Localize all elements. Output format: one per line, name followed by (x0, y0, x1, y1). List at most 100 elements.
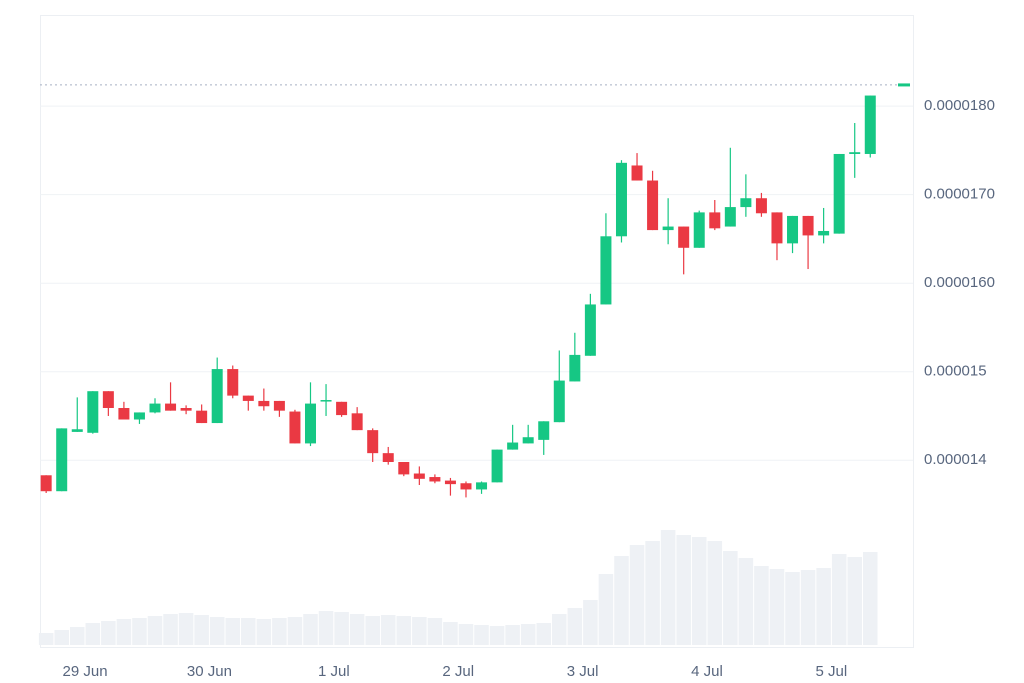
candle-body (289, 411, 301, 444)
volume-bar (676, 535, 691, 645)
volume-bar (598, 574, 614, 645)
candle-body (569, 354, 581, 382)
candle-body (413, 473, 425, 479)
candle-body (180, 408, 192, 411)
volume-bar (318, 611, 334, 645)
candle-body (693, 212, 705, 248)
volume-bar (474, 625, 489, 645)
candle-body (242, 395, 254, 401)
y-tick-label: 0.0000170 (924, 186, 995, 203)
candle-body (818, 230, 830, 236)
volume-bar (645, 541, 660, 645)
volume-bar (629, 545, 645, 645)
candle-body (398, 462, 410, 475)
volume-bar (209, 617, 225, 645)
candle-body (273, 400, 285, 411)
y-tick-label: 0.000014 (924, 451, 987, 468)
volume-bar (85, 623, 101, 645)
candle-body (367, 430, 379, 454)
volume-bar (69, 627, 85, 645)
volume-bar (147, 616, 163, 645)
candle-body (755, 198, 767, 214)
volume-bar (396, 616, 412, 645)
candle-body (522, 437, 534, 444)
candle-body (211, 369, 223, 424)
volume-bar (101, 621, 116, 645)
y-tick-label: 0.0000160 (924, 274, 995, 291)
volume-bar (785, 572, 800, 645)
candle-body (740, 198, 752, 208)
y-tick-label: 0.000015 (924, 363, 987, 380)
volume-bar (427, 618, 443, 645)
volume-bar (349, 614, 365, 645)
candle-body (165, 403, 177, 411)
candle-body (538, 421, 550, 440)
volume-bar (831, 554, 847, 645)
candle-body (444, 480, 456, 485)
candle-body (102, 391, 114, 409)
candle-body (864, 95, 876, 154)
candle-body (460, 483, 472, 490)
x-tick-label: 3 Jul (567, 663, 599, 680)
candle-body (631, 165, 643, 181)
volume-bar (194, 615, 209, 645)
candle-body (584, 304, 596, 356)
volume-bar (412, 617, 427, 645)
candle-body (227, 369, 239, 396)
candle-body (802, 215, 814, 236)
volume-bar (241, 618, 256, 645)
candle-body (56, 428, 68, 492)
volume-bar (287, 617, 303, 645)
volume-bar (303, 614, 318, 645)
candle-body (304, 403, 316, 444)
candle-body (196, 410, 208, 424)
candle-body (133, 412, 145, 420)
candle-body (615, 162, 627, 237)
plot-frame (40, 15, 914, 648)
volume-bar (707, 541, 723, 645)
volume-bar (505, 625, 520, 645)
volume-bar (272, 618, 287, 645)
candle-body (476, 482, 488, 490)
volume-bar (583, 600, 598, 645)
candle-body (709, 212, 721, 229)
volume-bar (754, 566, 769, 645)
volume-bar (520, 624, 536, 645)
volume-bar (365, 616, 380, 645)
y-tick-label: 0.0000180 (924, 97, 995, 114)
candle-body (336, 401, 348, 416)
candle-body (258, 400, 270, 407)
candle-body (382, 453, 394, 463)
volume-bar (769, 569, 785, 645)
candle-body (787, 215, 799, 244)
volume-bar (567, 608, 583, 645)
x-tick-label: 29 Jun (63, 663, 108, 680)
volume-bar (380, 615, 396, 645)
volume-bar (660, 530, 676, 645)
candle-body (87, 391, 99, 433)
volume-bar (847, 557, 862, 645)
candle-body (678, 226, 690, 248)
volume-bar (723, 551, 738, 645)
candle-body (429, 477, 441, 482)
volume-bar (458, 624, 474, 645)
x-tick-label: 2 Jul (442, 663, 474, 680)
candle-body (771, 212, 783, 244)
candle-body (71, 429, 83, 432)
candle-body (849, 152, 861, 154)
volume-bar (178, 613, 194, 645)
x-tick-label: 1 Jul (318, 663, 350, 680)
candle-body (507, 442, 519, 450)
candle-body (118, 408, 130, 420)
last-price-marker (898, 83, 910, 87)
x-tick-label: 5 Jul (816, 663, 848, 680)
candle-body (647, 180, 659, 231)
candle-body (553, 380, 565, 423)
candle-body (149, 403, 161, 413)
x-tick-label: 30 Jun (187, 663, 232, 680)
candle-body (662, 226, 674, 231)
volume-bar (816, 568, 831, 645)
volume-bar (116, 619, 132, 645)
